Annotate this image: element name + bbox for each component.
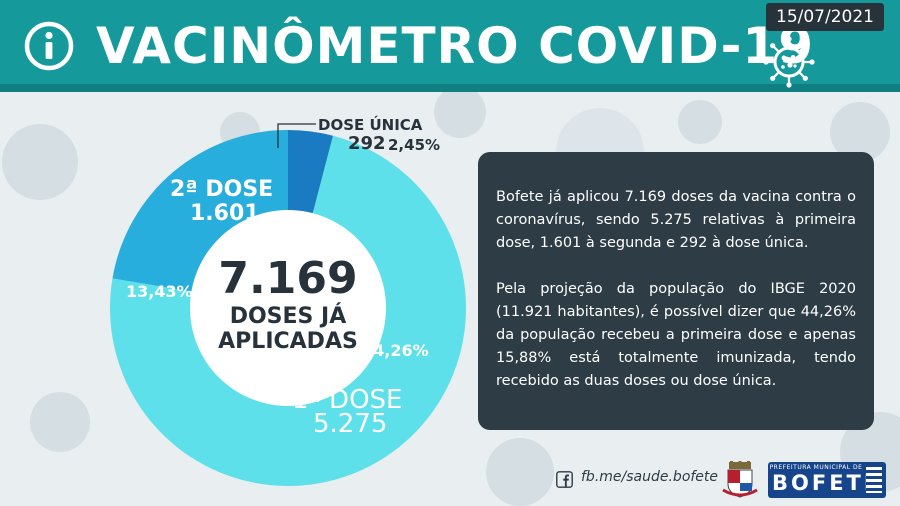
center-label-line1: DOSES JÁ	[230, 303, 347, 329]
prefeitura-small-text: PREFEITURA MUNICIPAL DE	[769, 464, 863, 471]
total-doses-value: 7.169	[218, 253, 357, 304]
page-title: VACINÔMETRO COVID-19	[96, 17, 814, 75]
primeira-dose-count: 5.275	[313, 409, 388, 439]
dose-unica-count: 292	[348, 133, 386, 154]
prefeitura-logo: PREFEITURA MUNICIPAL DE BOFETE	[768, 462, 886, 498]
facebook-icon	[556, 471, 573, 488]
info-paragraph-2: Pela projeção da população do IBGE 2020 …	[496, 281, 856, 389]
donut-hole	[190, 210, 386, 406]
info-box: Bofete já aplicou 7.169 doses da vacina …	[478, 152, 874, 430]
prefeitura-name: BOFETE	[772, 471, 882, 495]
doses-donut-chart: 7.169 DOSES JÁ APLICADAS	[110, 130, 466, 487]
primeira-dose-label: 1ª DOSE	[292, 385, 403, 415]
header-bar	[0, 0, 900, 92]
dose-unica-label: DOSE ÚNICA	[318, 116, 423, 134]
info-icon	[24, 21, 74, 71]
facebook-link[interactable]: fb.me/saude.bofete	[581, 469, 719, 485]
primeira-dose-percent: 44,26%	[362, 341, 429, 360]
segunda-dose-count: 1.601	[190, 201, 260, 226]
flag-icon	[866, 467, 882, 493]
city-crest-icon	[722, 461, 758, 498]
center-label-line2: APLICADAS	[218, 329, 358, 354]
virus-icon	[763, 36, 815, 88]
info-paragraph-1: Bofete já aplicou 7.169 doses da vacina …	[496, 189, 856, 251]
date-badge: 15/07/2021	[766, 3, 884, 31]
header-band	[0, 84, 900, 92]
segunda-dose-label: 2ª DOSE	[170, 177, 274, 202]
dose-unica-percent: 2,45%	[388, 136, 441, 154]
segunda-dose-percent: 13,43%	[126, 282, 193, 301]
dose-unica-leader-line	[277, 123, 316, 148]
